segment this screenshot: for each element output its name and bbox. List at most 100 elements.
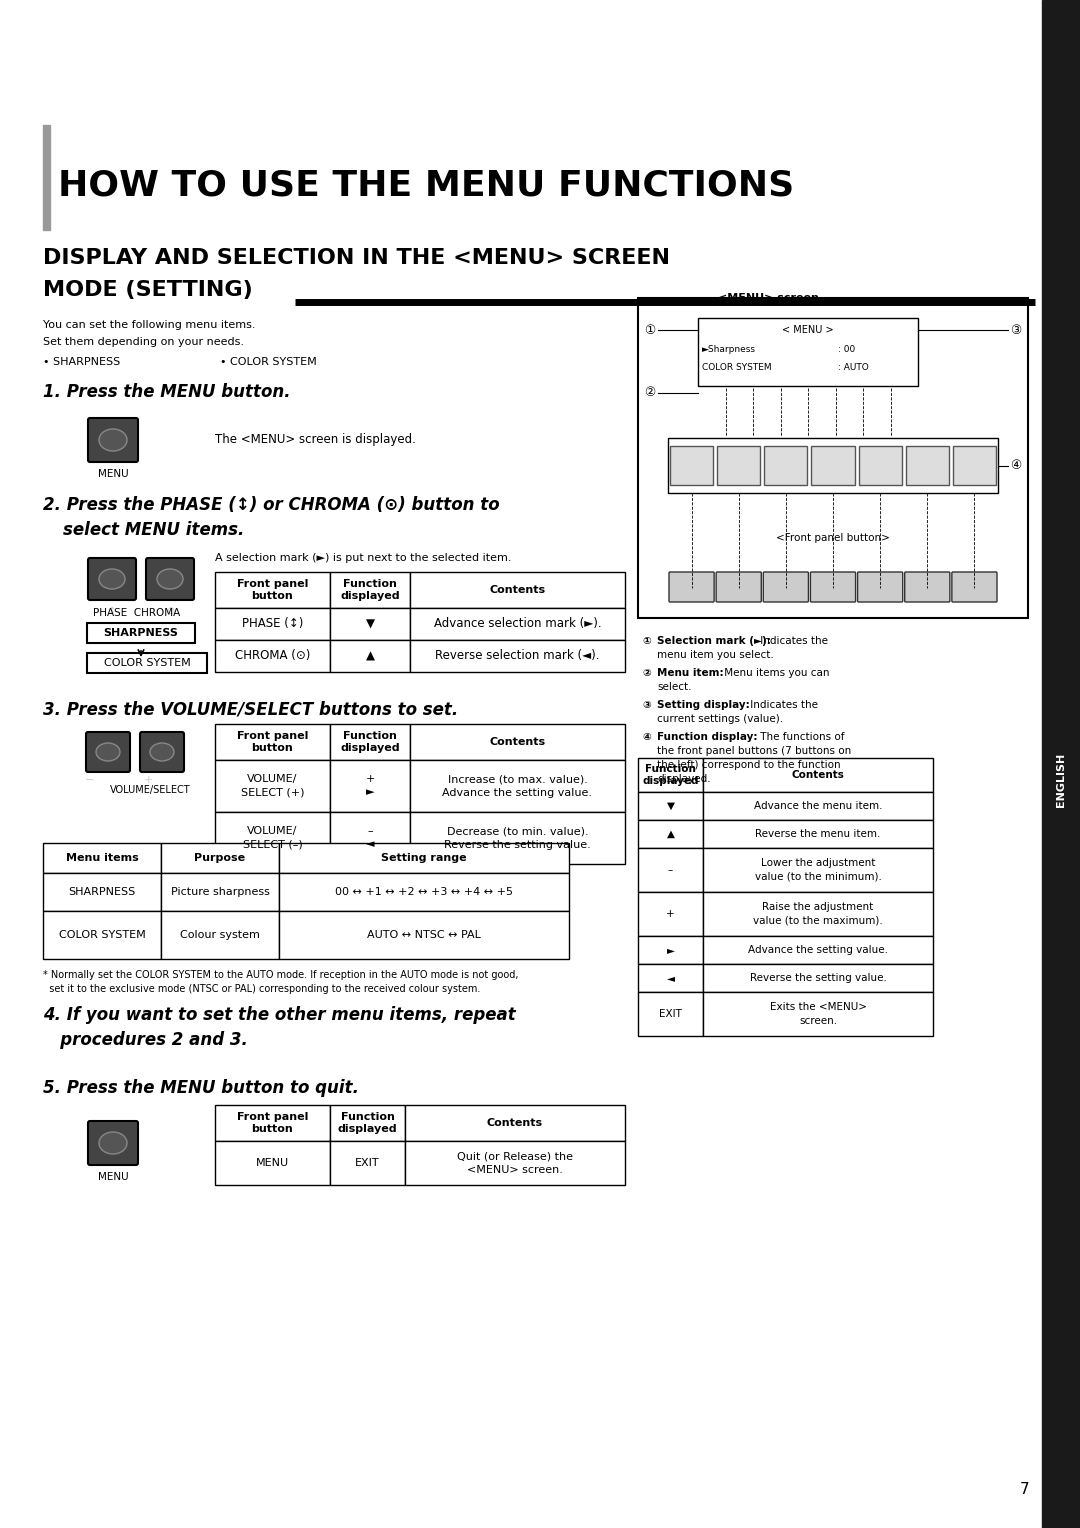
Bar bbox=[703, 892, 933, 937]
Bar bbox=[859, 446, 902, 484]
Bar bbox=[43, 911, 161, 960]
Bar bbox=[638, 964, 703, 992]
Text: Function
displayed: Function displayed bbox=[340, 732, 400, 753]
Text: Function display:: Function display: bbox=[657, 732, 757, 743]
Bar bbox=[1042, 0, 1080, 1528]
Bar bbox=[279, 911, 569, 960]
Text: 2. Press the PHASE (↕) or CHROMA (⊙) button to: 2. Press the PHASE (↕) or CHROMA (⊙) but… bbox=[43, 497, 500, 513]
Text: Picture sharpness: Picture sharpness bbox=[171, 886, 269, 897]
Text: Advance selection mark (►).: Advance selection mark (►). bbox=[434, 617, 602, 631]
FancyBboxPatch shape bbox=[858, 571, 903, 602]
Text: COLOR SYSTEM: COLOR SYSTEM bbox=[702, 364, 771, 373]
Bar bbox=[638, 792, 703, 821]
FancyBboxPatch shape bbox=[140, 732, 184, 772]
Bar bbox=[638, 992, 703, 1036]
Text: Contents: Contents bbox=[489, 736, 545, 747]
Bar bbox=[405, 1141, 625, 1186]
Bar bbox=[703, 792, 933, 821]
Text: 1. Press the MENU button.: 1. Press the MENU button. bbox=[43, 384, 291, 400]
Bar bbox=[765, 446, 808, 484]
Text: Set them depending on your needs.: Set them depending on your needs. bbox=[43, 338, 244, 347]
Bar bbox=[410, 571, 625, 608]
Bar bbox=[215, 608, 330, 640]
Text: ④: ④ bbox=[1011, 458, 1022, 472]
Bar bbox=[670, 446, 713, 484]
Text: ENGLISH: ENGLISH bbox=[1056, 753, 1066, 807]
FancyBboxPatch shape bbox=[810, 571, 855, 602]
Text: select.: select. bbox=[657, 681, 691, 692]
Ellipse shape bbox=[99, 429, 127, 451]
Text: Colour system: Colour system bbox=[180, 931, 260, 940]
Text: SHARPNESS: SHARPNESS bbox=[104, 628, 178, 639]
Text: ▼: ▼ bbox=[666, 801, 675, 811]
Text: Contents: Contents bbox=[792, 770, 845, 779]
Bar bbox=[410, 759, 625, 811]
Text: Setting display:: Setting display: bbox=[657, 700, 750, 711]
Text: COLOR SYSTEM: COLOR SYSTEM bbox=[58, 931, 146, 940]
FancyBboxPatch shape bbox=[716, 571, 761, 602]
Text: A selection mark (►) is put next to the selected item.: A selection mark (►) is put next to the … bbox=[215, 553, 512, 562]
Bar bbox=[330, 608, 410, 640]
Text: EXIT: EXIT bbox=[659, 1008, 681, 1019]
FancyBboxPatch shape bbox=[669, 571, 714, 602]
Text: * Normally set the COLOR SYSTEM to the AUTO mode. If reception in the AUTO mode : * Normally set the COLOR SYSTEM to the A… bbox=[43, 970, 518, 995]
Bar bbox=[330, 811, 410, 863]
Bar bbox=[410, 608, 625, 640]
Text: +
►: + ► bbox=[365, 775, 375, 798]
FancyBboxPatch shape bbox=[764, 571, 809, 602]
Bar bbox=[330, 1141, 405, 1186]
Bar bbox=[215, 811, 330, 863]
Text: ②: ② bbox=[643, 668, 656, 678]
Text: ③: ③ bbox=[643, 700, 656, 711]
Text: menu item you select.: menu item you select. bbox=[657, 649, 773, 660]
Text: Menu items you can: Menu items you can bbox=[721, 668, 829, 678]
FancyBboxPatch shape bbox=[87, 419, 138, 461]
FancyBboxPatch shape bbox=[87, 1122, 138, 1164]
Text: MENU: MENU bbox=[97, 1172, 129, 1183]
Text: Function
displayed: Function displayed bbox=[340, 579, 400, 601]
Text: Menu item:: Menu item: bbox=[657, 668, 724, 678]
Bar bbox=[703, 937, 933, 964]
Bar bbox=[215, 1105, 330, 1141]
Text: ⊙: ⊙ bbox=[166, 607, 174, 616]
Text: Indicates the: Indicates the bbox=[757, 636, 828, 646]
Bar bbox=[953, 446, 996, 484]
Text: DISPLAY AND SELECTION IN THE <MENU> SCREEN: DISPLAY AND SELECTION IN THE <MENU> SCRE… bbox=[43, 248, 670, 267]
Text: 00 ↔ +1 ↔ +2 ↔ +3 ↔ +4 ↔ +5: 00 ↔ +1 ↔ +2 ↔ +3 ↔ +4 ↔ +5 bbox=[335, 886, 513, 897]
Text: • COLOR SYSTEM: • COLOR SYSTEM bbox=[220, 358, 316, 367]
Bar bbox=[215, 759, 330, 811]
Text: +: + bbox=[666, 909, 675, 918]
Text: Increase (to max. value).
Advance the setting value.: Increase (to max. value). Advance the se… bbox=[443, 775, 593, 798]
Bar bbox=[330, 571, 410, 608]
Text: −: − bbox=[85, 775, 95, 785]
Text: <MENU> screen: <MENU> screen bbox=[718, 293, 819, 303]
Text: VOLUME/
SELECT (+): VOLUME/ SELECT (+) bbox=[241, 775, 305, 798]
Text: ④: ④ bbox=[643, 732, 656, 743]
Text: CHROMA (⊙): CHROMA (⊙) bbox=[234, 649, 310, 663]
Bar bbox=[698, 318, 918, 387]
Text: The functions of: The functions of bbox=[757, 732, 845, 743]
Bar bbox=[638, 821, 703, 848]
Text: ▼: ▼ bbox=[365, 617, 375, 631]
Text: select MENU items.: select MENU items. bbox=[63, 521, 244, 539]
Text: Raise the adjustment
value (to the maximum).: Raise the adjustment value (to the maxim… bbox=[753, 903, 882, 926]
Text: SHARPNESS: SHARPNESS bbox=[68, 886, 136, 897]
Text: ◄: ◄ bbox=[666, 973, 675, 983]
Text: Menu items: Menu items bbox=[66, 853, 138, 863]
Text: MENU: MENU bbox=[256, 1158, 289, 1167]
Text: ③: ③ bbox=[1011, 324, 1022, 336]
Text: HOW TO USE THE MENU FUNCTIONS: HOW TO USE THE MENU FUNCTIONS bbox=[58, 168, 794, 202]
Text: The <MENU> screen is displayed.: The <MENU> screen is displayed. bbox=[215, 434, 416, 446]
Text: EXIT: EXIT bbox=[355, 1158, 380, 1167]
Text: current settings (value).: current settings (value). bbox=[657, 714, 783, 724]
Bar bbox=[669, 439, 998, 494]
Text: You can set the following menu items.: You can set the following menu items. bbox=[43, 319, 256, 330]
Bar bbox=[703, 992, 933, 1036]
Bar bbox=[405, 1105, 625, 1141]
Text: AUTO ↔ NTSC ↔ PAL: AUTO ↔ NTSC ↔ PAL bbox=[367, 931, 481, 940]
Bar bbox=[330, 759, 410, 811]
Ellipse shape bbox=[157, 568, 183, 588]
Text: displayed.: displayed. bbox=[657, 775, 711, 784]
Text: ↕: ↕ bbox=[108, 607, 116, 616]
Bar bbox=[638, 758, 703, 792]
